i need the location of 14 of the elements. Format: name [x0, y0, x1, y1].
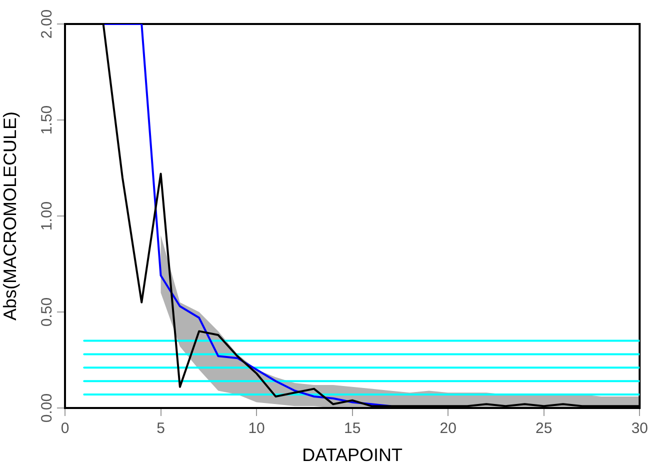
y-tick-label: 1.00 — [38, 201, 56, 231]
x-tick-label: 0 — [60, 420, 70, 438]
y-tick-label: 0.50 — [38, 297, 56, 327]
x-tick-label: 15 — [344, 420, 361, 438]
x-tick-label: 20 — [440, 420, 456, 438]
x-axis-title: DATAPOINT — [302, 445, 402, 466]
y-axis-title: Abs(MACROMOLECULE) — [0, 111, 20, 321]
y-tick-label: 0.00 — [38, 393, 56, 423]
x-tick-label: 5 — [156, 420, 165, 438]
y-tick-label: 2.00 — [38, 9, 56, 39]
x-tick-label: 30 — [631, 420, 648, 438]
y-tick-label: 1.50 — [38, 105, 56, 135]
x-tick-label: 10 — [248, 420, 265, 438]
x-tick-label: 25 — [536, 420, 552, 438]
